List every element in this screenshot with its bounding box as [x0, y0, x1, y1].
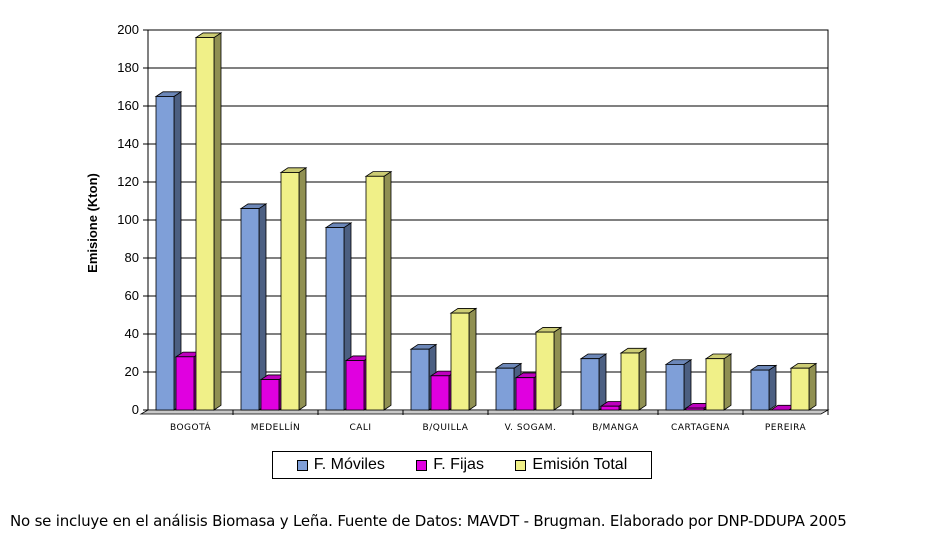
- bar-1-2: [279, 167, 308, 411]
- bar-5-0: [579, 353, 608, 411]
- bars: [154, 32, 818, 411]
- bar-6-2: [704, 353, 733, 411]
- bar-front: [665, 363, 685, 411]
- bar-0-2: [194, 32, 223, 411]
- legend: F. Móviles F. Fijas Emisión Total: [272, 451, 652, 479]
- bar-front: [535, 331, 555, 411]
- legend-item: F. Fijas: [416, 456, 484, 474]
- bar-side: [808, 362, 817, 411]
- x-tick-label: B/QUILLA: [423, 423, 469, 433]
- bar-7-2: [789, 362, 818, 411]
- bar-front: [750, 369, 770, 411]
- legend-label: Emisión Total: [532, 456, 628, 473]
- x-axis-ticks: BOGOTÁ MEDELLÍN CALI B/QUILLA V. SOGAM. B/MAN…: [170, 410, 829, 433]
- x-tick-label: CALI: [349, 423, 371, 433]
- bar-front: [325, 227, 345, 411]
- y-tick-label: 180: [117, 60, 139, 75]
- footnote: No se incluye en el análisis Biomasa y L…: [10, 512, 847, 530]
- bar-3-2: [449, 307, 478, 411]
- y-tick-label: 80: [125, 250, 139, 265]
- y-axis-ticks: 0 20 40 60 80 100 120 140 160 180 200: [117, 22, 148, 417]
- bar-front: [705, 358, 725, 411]
- y-tick-label: 40: [125, 326, 139, 341]
- bar-front: [410, 348, 430, 411]
- legend-item: F. Móviles: [296, 456, 385, 474]
- bar-side: [383, 170, 392, 411]
- y-tick-label: 120: [117, 174, 139, 189]
- bar-front: [620, 352, 640, 411]
- y-axis-label: Emisione (Kton): [85, 173, 100, 273]
- bar-front: [280, 172, 300, 411]
- x-tick-label: PEREIRA: [765, 423, 807, 433]
- bar-front: [175, 356, 195, 411]
- bar-front: [495, 367, 515, 411]
- bar-front: [430, 375, 450, 411]
- bar-front: [580, 358, 600, 411]
- bar-side: [213, 32, 222, 411]
- chart-floor: [139, 409, 830, 415]
- bar-side: [683, 358, 692, 411]
- bar-front: [365, 175, 385, 411]
- bar-side: [723, 353, 732, 411]
- bar-side: [598, 353, 607, 411]
- y-tick-label: 100: [117, 212, 139, 227]
- bar-front: [450, 312, 470, 411]
- bar-6-0: [664, 358, 693, 411]
- legend-label: F. Móviles: [313, 456, 385, 473]
- x-tick-label: CARTAGENA: [671, 423, 730, 433]
- legend-swatch: [416, 459, 428, 471]
- y-tick-label: 160: [117, 98, 139, 113]
- y-tick-label: 200: [117, 22, 139, 37]
- bar-front: [345, 360, 365, 411]
- bar-2-2: [364, 170, 393, 411]
- bar-7-0: [749, 364, 778, 411]
- bar-side: [298, 167, 307, 411]
- bar-5-2: [619, 347, 648, 411]
- x-tick-label: V. SOGAM.: [505, 423, 557, 433]
- y-tick-label: 20: [125, 364, 139, 379]
- bar-chart: 0 20 40 60 80 100 120 140 160 180 200 BOGOTÁ MEDELL…: [85, 22, 830, 433]
- bar-front: [240, 208, 260, 411]
- legend-swatch: [515, 459, 527, 471]
- bar-front: [685, 407, 705, 411]
- bar-front: [790, 367, 810, 411]
- legend-label: F. Fijas: [433, 456, 484, 473]
- y-tick-label: 140: [117, 136, 139, 151]
- bar-front: [155, 96, 175, 411]
- legend-swatch: [296, 459, 308, 471]
- bar-4-2: [534, 326, 563, 411]
- bar-front: [515, 377, 535, 411]
- bar-side: [468, 307, 477, 411]
- y-tick-label: 60: [125, 288, 139, 303]
- x-tick-label: BOGOTÁ: [170, 421, 211, 433]
- x-tick-label: B/MANGA: [592, 423, 639, 433]
- bar-1-0: [239, 203, 268, 411]
- y-tick-label: 0: [132, 402, 139, 417]
- bar-side: [553, 326, 562, 411]
- bar-front: [260, 379, 280, 411]
- bar-front: [195, 37, 215, 411]
- bar-front: [600, 405, 620, 411]
- floor-plane: [139, 409, 830, 415]
- bar-side: [768, 364, 777, 411]
- bar-0-0: [154, 91, 183, 411]
- bar-side: [638, 347, 647, 411]
- legend-item: Emisión Total: [515, 456, 627, 474]
- x-tick-label: MEDELLÍN: [251, 421, 300, 433]
